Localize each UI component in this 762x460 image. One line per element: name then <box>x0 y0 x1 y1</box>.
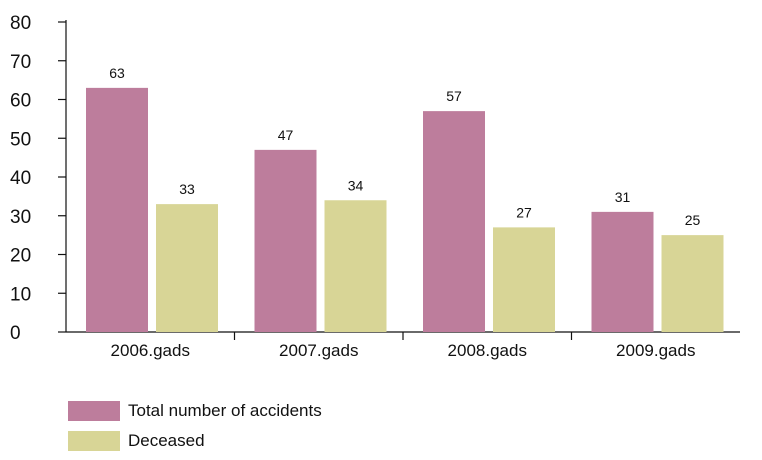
data-label: 25 <box>685 212 701 228</box>
legend-item-total-accidents: Total number of accidents <box>68 400 322 422</box>
x-axis: 2006.gads 2007.gads 2008.gads 2009.gads <box>66 331 740 360</box>
bar-total-accidents <box>86 87 148 332</box>
bar-deceased <box>493 227 555 332</box>
y-tick-label: 0 <box>10 323 21 344</box>
legend: Total number of accidents Deceased <box>68 400 322 460</box>
bar-deceased <box>156 204 218 332</box>
y-tick-label: 70 <box>10 52 31 73</box>
y-axis: 0 10 20 30 40 50 60 70 80 <box>10 13 67 344</box>
y-tick-label: 30 <box>10 207 31 228</box>
legend-swatch-deceased <box>68 431 120 451</box>
data-label: 63 <box>109 65 125 81</box>
x-tick-label: 2009.gads <box>616 341 695 360</box>
bars-group <box>86 87 724 332</box>
data-label: 57 <box>446 88 462 104</box>
bar-deceased <box>324 200 387 332</box>
bar-chart: 0 10 20 30 40 50 60 70 80 2006.gads 2007.gads 2008… <box>10 13 740 360</box>
data-label: 33 <box>179 181 195 197</box>
y-tick-label: 80 <box>10 13 31 34</box>
data-label: 27 <box>516 204 532 220</box>
y-tick-label: 10 <box>10 284 31 305</box>
bar-total-accidents <box>254 149 317 332</box>
legend-label-total-accidents: Total number of accidents <box>128 401 322 420</box>
legend-swatch-total-accidents <box>68 401 120 421</box>
data-label: 47 <box>278 127 294 143</box>
x-tick-label: 2006.gads <box>111 341 190 360</box>
data-label: 31 <box>615 189 631 205</box>
data-labels-group: 63 33 47 34 57 27 31 25 <box>109 65 700 228</box>
y-tick-label: 60 <box>10 91 31 112</box>
y-tick-label: 50 <box>10 129 31 150</box>
legend-label-deceased: Deceased <box>128 431 205 450</box>
legend-item-deceased: Deceased <box>68 430 322 452</box>
x-tick-label: 2007.gads <box>279 341 358 360</box>
bar-total-accidents <box>423 111 485 332</box>
x-tick-label: 2008.gads <box>448 341 527 360</box>
bar-deceased <box>661 235 724 332</box>
y-tick-label: 40 <box>10 168 31 189</box>
data-label: 34 <box>348 177 364 193</box>
y-tick-label: 20 <box>10 246 31 267</box>
bar-total-accidents <box>591 211 654 332</box>
